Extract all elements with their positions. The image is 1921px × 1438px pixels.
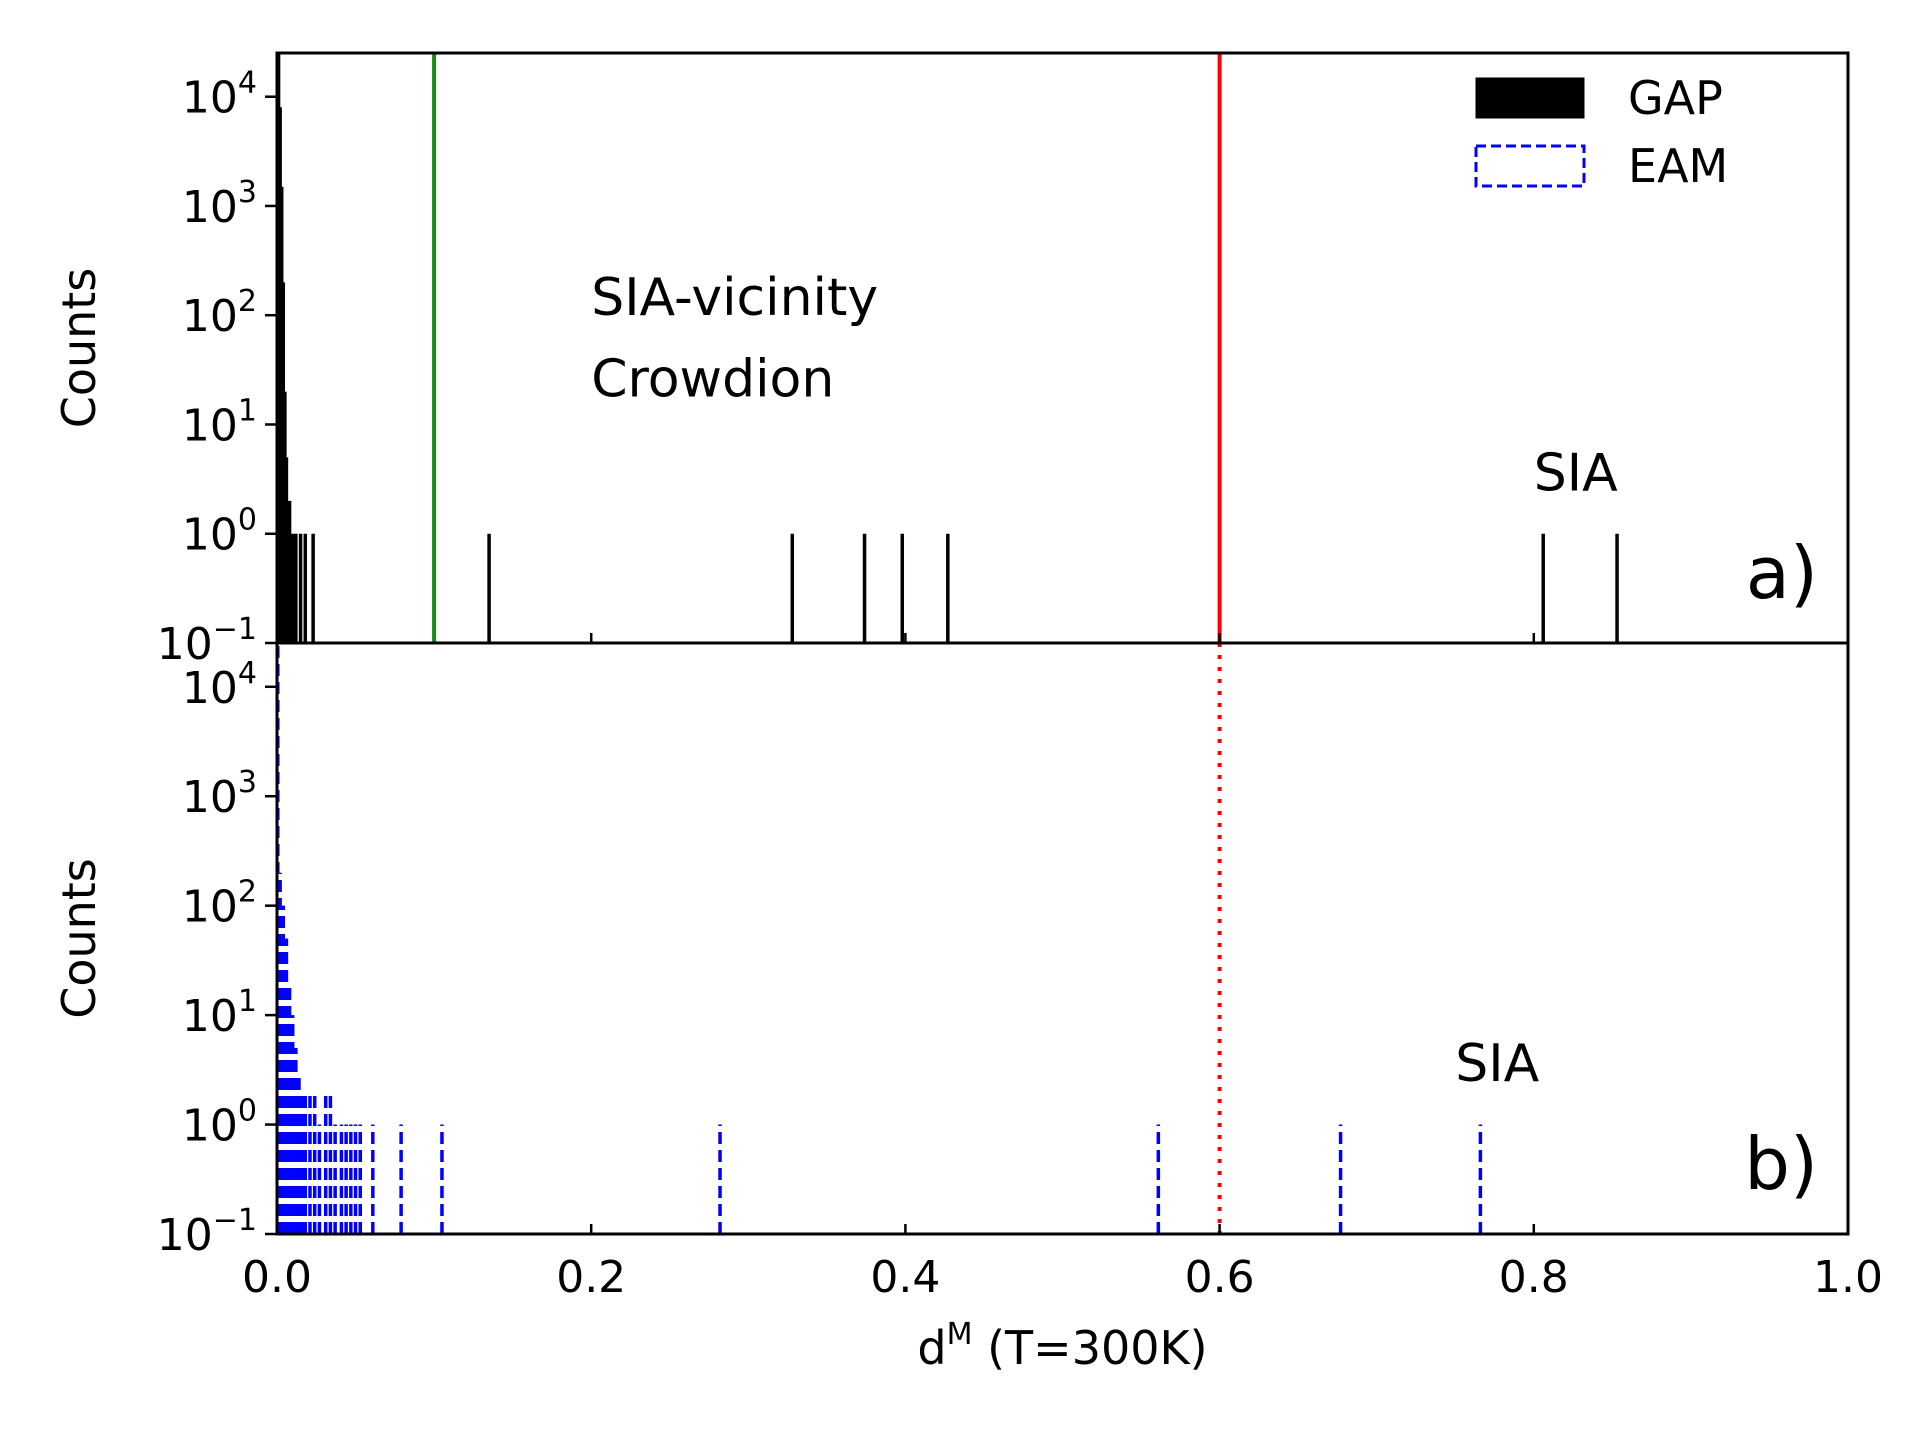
panel-a-tag: a): [1746, 531, 1818, 615]
ytick-exponent: 0: [238, 503, 257, 538]
panel-b-ytick-label: 10−1: [157, 1203, 257, 1261]
panel-a-annotation: SIA: [1534, 443, 1618, 503]
panel-a-annotation: SIA-vicinity: [591, 268, 878, 328]
panel-a-axes-frame: [275, 51, 1850, 645]
panel-a-ytick-label: 102: [182, 284, 257, 342]
ytick-exponent: 2: [238, 875, 257, 910]
ytick-base: 10: [157, 1210, 213, 1261]
panel-a-ytick-label: 103: [182, 175, 257, 233]
ytick-base: 10: [182, 772, 238, 823]
panel-b-axes-frame: [275, 641, 1850, 1236]
x-axis-label: dM (T=300K): [917, 1317, 1207, 1375]
panel-b-ytick-label: 103: [182, 765, 257, 823]
panel-a-ytick-label: 104: [182, 66, 257, 124]
panel-a-ytick-label: 10−1: [157, 612, 257, 670]
x-axis-label-xlabel_suffix: (T=300K): [972, 1321, 1207, 1375]
ytick-base: 10: [182, 73, 238, 124]
ytick-exponent: −1: [213, 1203, 257, 1238]
ytick-exponent: 0: [238, 1094, 257, 1129]
ytick-base: 10: [157, 619, 213, 670]
xtick-label: 0.2: [556, 1252, 626, 1303]
panel-b-tag: b): [1744, 1122, 1818, 1206]
panel-a-ytick-label: 100: [182, 503, 257, 561]
ytick-base: 10: [182, 882, 238, 933]
ytick-exponent: 1: [238, 984, 257, 1019]
xtick-label: 0.8: [1499, 1252, 1569, 1303]
ytick-exponent: 1: [238, 393, 257, 428]
ytick-base: 10: [182, 400, 238, 451]
ytick-exponent: 2: [238, 284, 257, 319]
xtick-label: 0.0: [242, 1252, 312, 1303]
ytick-exponent: −1: [213, 612, 257, 647]
ytick-base: 10: [182, 510, 238, 561]
legend-label-gap: GAP: [1628, 71, 1723, 125]
x-axis-label-xlabel_main: d: [917, 1321, 946, 1375]
legend-label-eam: EAM: [1628, 139, 1728, 193]
ytick-base: 10: [182, 663, 238, 714]
panel-a-ytick-label: 101: [182, 393, 257, 451]
xtick-label: 0.4: [870, 1252, 940, 1303]
panel-b-ytick-label: 101: [182, 984, 257, 1042]
panel-b-ytick-label: 100: [182, 1094, 257, 1152]
legend-swatch-eam: [1474, 144, 1586, 188]
xtick-label: 1.0: [1813, 1252, 1883, 1303]
ytick-base: 10: [182, 182, 238, 233]
ytick-exponent: 3: [238, 765, 257, 800]
panel-a-ylabel: Counts: [52, 268, 106, 429]
panel-b-ylabel: Counts: [52, 858, 106, 1019]
legend-swatch-gap: [1475, 77, 1585, 119]
ytick-base: 10: [182, 991, 238, 1042]
ytick-exponent: 4: [238, 66, 257, 101]
ytick-base: 10: [182, 291, 238, 342]
xtick-label: 0.6: [1185, 1252, 1255, 1303]
ytick-base: 10: [182, 1101, 238, 1152]
panel-b-ytick-label: 102: [182, 875, 257, 933]
ytick-exponent: 4: [238, 656, 257, 691]
panel-a-annotation: Crowdion: [591, 350, 834, 410]
panel-b-annotation: SIA: [1455, 1034, 1539, 1094]
panel-b-ytick-label: 104: [182, 656, 257, 714]
ytick-exponent: 3: [238, 175, 257, 210]
x-axis-label-xlabel_sup: M: [947, 1317, 973, 1352]
